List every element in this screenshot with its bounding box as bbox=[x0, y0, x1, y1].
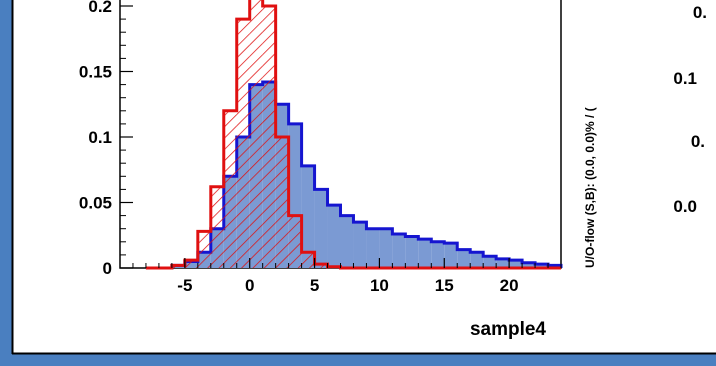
histogram-bin-red-hatched bbox=[262, 6, 276, 268]
x-tick-label: 10 bbox=[370, 276, 389, 295]
histogram-bin-blue-filled bbox=[405, 236, 419, 268]
histogram-bin-blue-filled bbox=[496, 258, 510, 268]
histogram-bin-blue-filled bbox=[457, 249, 471, 268]
histogram-bin-blue-filled bbox=[301, 165, 315, 268]
side-axis-label: U/O-flow (S,B): (0.0, 0.0)% / ( bbox=[583, 107, 597, 268]
histogram-bin-red-hatched bbox=[275, 137, 289, 268]
series-red-hatched bbox=[145, 0, 561, 270]
histogram-bin-red-hatched bbox=[210, 186, 224, 268]
histogram-outline-red-hatched bbox=[145, 0, 561, 270]
histogram-bin-blue-filled bbox=[522, 262, 536, 268]
x-tick-label: 15 bbox=[435, 276, 454, 295]
histogram-bin-blue-filled bbox=[327, 205, 341, 268]
right-panel-tick-label: 0.0 bbox=[673, 197, 697, 216]
histogram-bin-blue-filled bbox=[418, 239, 432, 268]
histogram-bin-blue-filled bbox=[314, 189, 328, 268]
histogram-bin-blue-filled bbox=[470, 252, 484, 268]
y-axis: 0 0.05 0.1 0.15 0.2 bbox=[79, 0, 133, 278]
histogram-bin-blue-filled bbox=[431, 241, 445, 268]
histogram-bin-red-hatched bbox=[223, 110, 237, 268]
x-tick-label: 20 bbox=[500, 276, 519, 295]
histogram-bin-blue-filled bbox=[340, 215, 354, 268]
histogram-bin-blue-filled bbox=[535, 264, 549, 268]
right-panel-ticks: 0. 0.1 0. 0.0 bbox=[673, 3, 707, 216]
right-panel-tick-label: 0. bbox=[691, 132, 705, 151]
x-axis-label: sample4 bbox=[470, 319, 546, 340]
histogram-bin-red-hatched bbox=[288, 215, 302, 268]
histogram-bin-red-hatched bbox=[197, 231, 211, 268]
x-tick-label: 0 bbox=[245, 276, 254, 295]
x-tick-label: -5 bbox=[177, 276, 192, 295]
histogram-bin-blue-filled bbox=[353, 222, 367, 268]
histogram-bin-red-hatched bbox=[249, 0, 263, 268]
y-tick-label: 0 bbox=[103, 259, 112, 278]
histogram-bin-blue-filled bbox=[509, 260, 523, 268]
y-tick-label: 0.15 bbox=[79, 63, 112, 82]
x-tick-label: 5 bbox=[310, 276, 319, 295]
histogram-bin-red-hatched bbox=[301, 252, 315, 268]
right-panel-tick-label: 0. bbox=[693, 3, 707, 22]
right-panel-tick-label: 0.1 bbox=[673, 69, 697, 88]
histogram-bin-red-hatched bbox=[184, 260, 198, 268]
y-tick-label: 0.05 bbox=[79, 194, 112, 213]
histogram-bin-blue-filled bbox=[366, 228, 380, 268]
x-axis: -5 0 5 10 15 20 bbox=[132, 258, 562, 295]
histogram-bin-blue-filled bbox=[444, 243, 458, 268]
y-tick-label: 0.2 bbox=[88, 0, 112, 16]
histogram-bin-blue-filled bbox=[483, 256, 497, 268]
histogram-bin-red-hatched bbox=[236, 19, 250, 268]
histogram-bin-blue-filled bbox=[379, 228, 393, 268]
histogram-bin-blue-filled bbox=[392, 233, 406, 268]
y-tick-label: 0.1 bbox=[88, 128, 112, 147]
histogram-bin-red-hatched bbox=[314, 264, 328, 268]
histogram-series-group bbox=[145, 0, 563, 270]
